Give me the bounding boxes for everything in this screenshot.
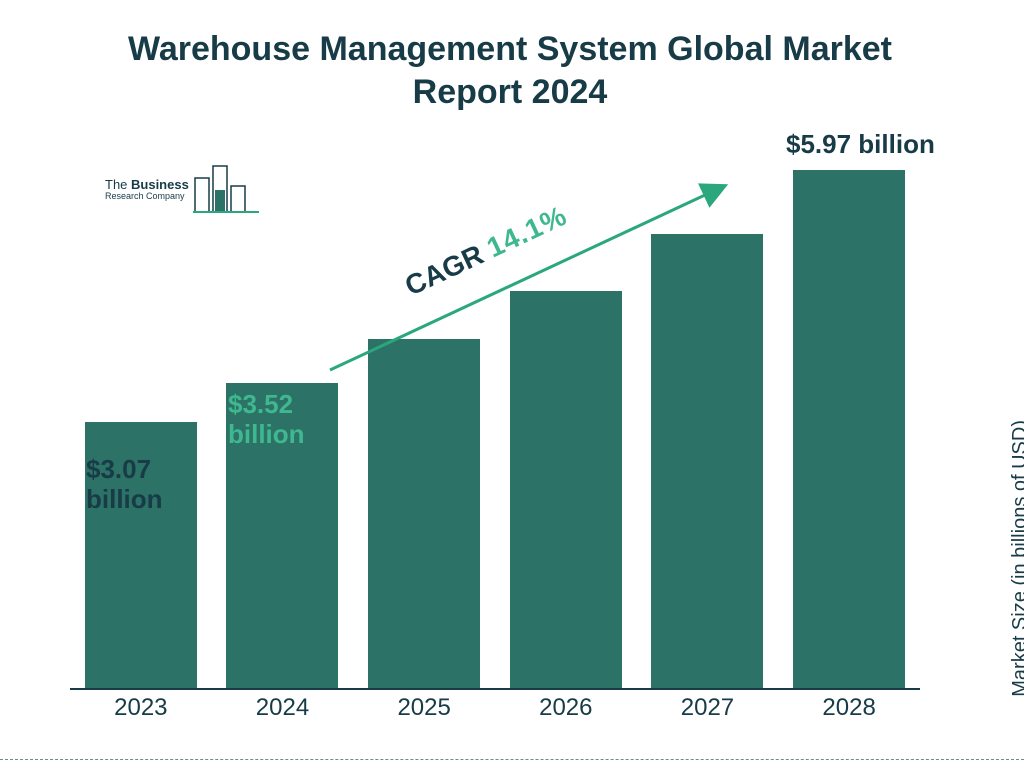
bar bbox=[510, 291, 622, 688]
y-axis-label: Market Size (in billions of USD) bbox=[1009, 420, 1024, 697]
bar bbox=[368, 339, 480, 688]
x-axis-label: 2027 bbox=[642, 694, 772, 722]
bottom-dashed-line bbox=[0, 759, 1024, 760]
x-axis-label: 2028 bbox=[784, 694, 914, 722]
x-axis-label: 2026 bbox=[501, 694, 631, 722]
x-axis-label: 2024 bbox=[217, 694, 347, 722]
x-axis-label: 2025 bbox=[359, 694, 489, 722]
value-label: $3.52billion bbox=[228, 390, 305, 450]
bar-slot bbox=[359, 339, 489, 688]
bar-slot bbox=[642, 234, 772, 688]
chart-title: Warehouse Management System Global Marke… bbox=[125, 28, 895, 113]
bar-slot bbox=[501, 291, 631, 688]
value-label: $5.97 billion bbox=[786, 130, 935, 160]
x-axis-labels: 2023 2024 2025 2026 2027 2028 bbox=[70, 694, 920, 722]
bar bbox=[793, 170, 905, 688]
x-axis-label: 2023 bbox=[76, 694, 206, 722]
x-axis-line bbox=[70, 688, 920, 690]
bar-slot bbox=[784, 170, 914, 688]
value-label: $3.07billion bbox=[86, 455, 163, 515]
bar bbox=[651, 234, 763, 688]
